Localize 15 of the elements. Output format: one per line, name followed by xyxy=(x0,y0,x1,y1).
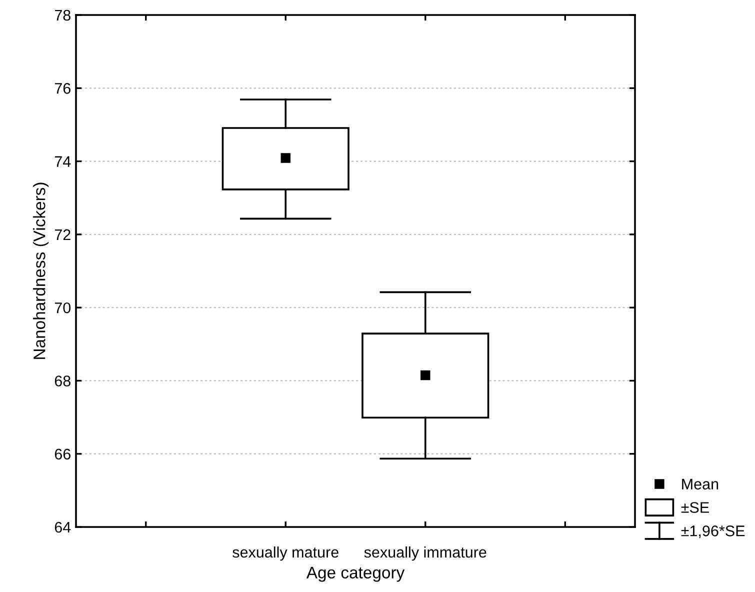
y-tick-label: 68 xyxy=(54,376,70,386)
y-axis-title: Nanohardness (Vickers) xyxy=(33,182,49,359)
y-tick-label: 64 xyxy=(54,522,71,533)
y-tick-label: 72 xyxy=(54,229,70,240)
text: Mean xyxy=(682,478,718,490)
y-tick-label: 66 xyxy=(54,448,70,460)
y-tick-label: 70 xyxy=(54,302,71,314)
y-tick-label: 76 xyxy=(54,83,70,94)
x-axis-title: Age category xyxy=(306,566,405,582)
x-tick-label: sexually immature xyxy=(364,546,486,561)
y-tick-label: 74 xyxy=(54,156,71,167)
text: ±1,96*SE xyxy=(681,526,745,538)
y-tick-label: 78 xyxy=(54,10,70,21)
x-tick-label: sexually mature xyxy=(232,546,338,561)
text: ±SE xyxy=(681,502,709,513)
